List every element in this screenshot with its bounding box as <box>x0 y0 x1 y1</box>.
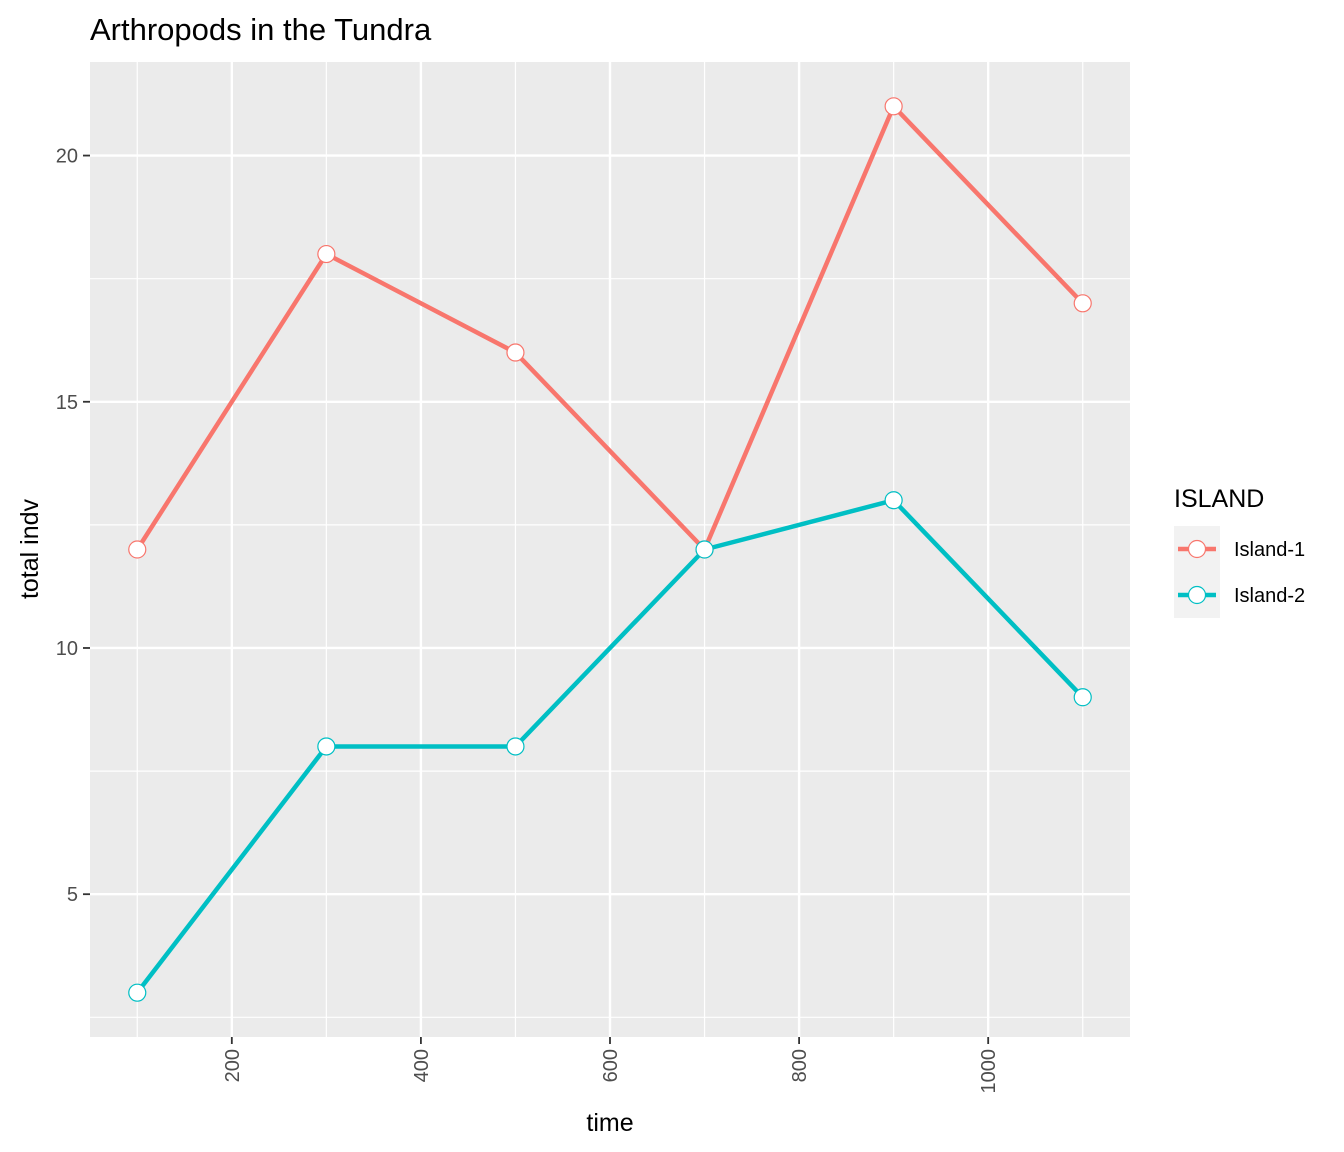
legend-key-point <box>1187 539 1207 559</box>
data-point-island-2 <box>128 983 147 1002</box>
legend: ISLAND Island-1 Island-2 <box>1174 485 1305 618</box>
data-point-island-2 <box>506 737 525 756</box>
x-tick-labels: 200 400 600 800 1000 <box>222 1049 1000 1094</box>
series-line-island-1 <box>135 104 1085 552</box>
legend-title: ISLAND <box>1174 485 1264 513</box>
x-tick-label: 800 <box>789 1049 811 1082</box>
series-line-island-2 <box>135 498 1085 995</box>
y-tick-label: 15 <box>56 392 78 414</box>
chart-title: Arthropods in the Tundra <box>90 12 432 47</box>
x-tick-label: 400 <box>411 1049 433 1082</box>
y-tick-labels: 5 10 15 20 <box>56 146 78 907</box>
legend-keys: Island-1 Island-2 <box>1174 526 1305 618</box>
legend-label: Island-1 <box>1234 539 1305 561</box>
series-lines <box>135 104 1085 995</box>
data-point-island-2 <box>695 540 714 559</box>
legend-label: Island-2 <box>1234 585 1305 607</box>
major-gridlines <box>90 62 1130 1037</box>
x-axis-title: time <box>586 1109 633 1137</box>
data-point-island-2 <box>1073 688 1092 707</box>
y-tick-label: 20 <box>56 146 78 168</box>
x-tick-label: 200 <box>222 1049 244 1082</box>
data-point-island-2 <box>884 491 903 510</box>
x-tick-label: 1000 <box>978 1049 1000 1094</box>
data-point-island-1 <box>317 244 336 264</box>
axis-ticks <box>83 154 990 1044</box>
data-point-island-1 <box>506 343 525 362</box>
series-points <box>128 97 1092 1002</box>
legend-key-point <box>1187 585 1207 605</box>
data-point-island-1 <box>884 97 903 116</box>
y-tick-label: 10 <box>56 638 78 660</box>
y-axis-title: total indv <box>16 498 44 599</box>
data-point-island-1 <box>1073 294 1092 313</box>
data-point-island-2 <box>317 737 336 756</box>
data-point-island-1 <box>128 540 147 559</box>
x-tick-label: 600 <box>600 1049 622 1082</box>
y-tick-label: 5 <box>67 884 78 906</box>
